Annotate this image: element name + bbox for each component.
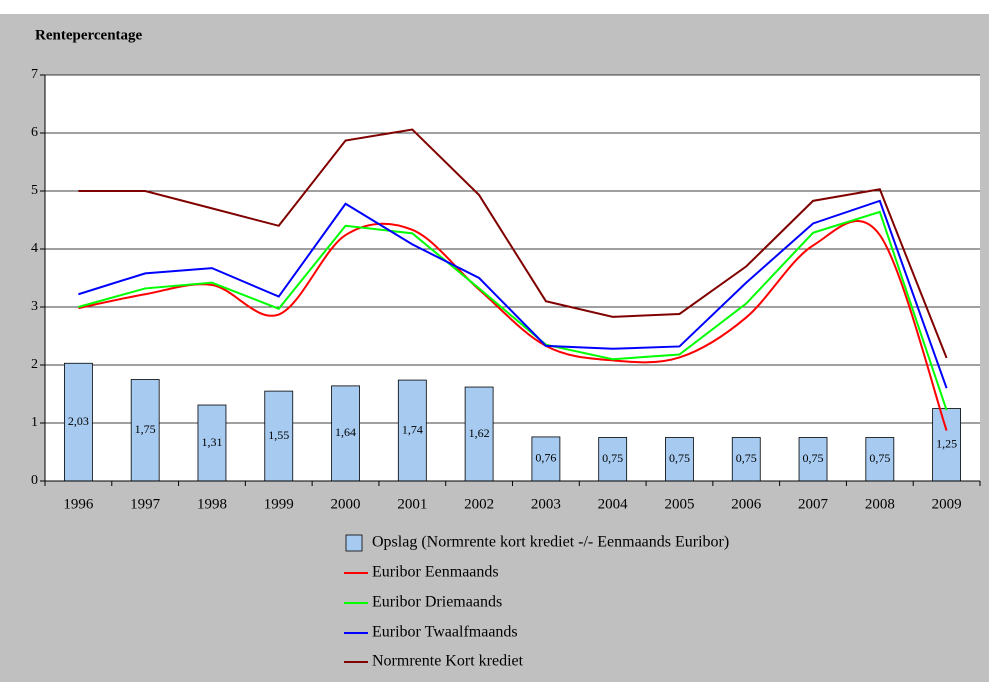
y-tick-label: 5 bbox=[31, 183, 38, 198]
bar bbox=[865, 437, 895, 482]
x-tick-label: 2004 bbox=[598, 496, 629, 512]
x-tick-label: 1996 bbox=[63, 496, 94, 512]
x-tick-label: 2000 bbox=[331, 496, 361, 512]
data-label: 1,75 bbox=[135, 422, 156, 436]
y-tick-label: 2 bbox=[31, 357, 38, 372]
x-tick-label: 2002 bbox=[464, 496, 494, 512]
line-series bbox=[78, 199, 948, 389]
y-tick-label: 7 bbox=[31, 67, 38, 82]
data-label: 0,75 bbox=[602, 451, 623, 465]
bar bbox=[197, 404, 227, 482]
x-tick-label: 2005 bbox=[664, 496, 694, 512]
x-tick-label: 2003 bbox=[531, 496, 561, 512]
data-label: 0,75 bbox=[803, 451, 824, 465]
bar bbox=[63, 362, 93, 482]
bar bbox=[798, 437, 828, 482]
bar bbox=[598, 437, 628, 482]
bar bbox=[531, 436, 561, 482]
data-label: 1,74 bbox=[402, 422, 423, 436]
line-series bbox=[78, 210, 948, 411]
line-series bbox=[78, 220, 948, 431]
legend-swatch bbox=[345, 534, 363, 552]
x-tick-label: 2008 bbox=[865, 496, 895, 512]
bar bbox=[397, 379, 427, 482]
data-label: 0,75 bbox=[869, 451, 890, 465]
bar bbox=[331, 385, 360, 482]
y-tick-label: 4 bbox=[31, 241, 38, 256]
legend-label: Euribor Driemaands bbox=[372, 594, 502, 611]
x-tick-label: 1997 bbox=[130, 496, 161, 512]
bar bbox=[130, 379, 160, 482]
legend-label: Normrente Kort krediet bbox=[372, 653, 524, 670]
bar bbox=[932, 408, 962, 482]
data-label: 1,55 bbox=[268, 428, 289, 442]
x-tick-label: 2001 bbox=[397, 496, 427, 512]
bar bbox=[665, 437, 694, 482]
data-label: 0,75 bbox=[669, 451, 690, 465]
y-tick-label: 6 bbox=[31, 125, 38, 140]
bar bbox=[731, 437, 761, 482]
legend-label: Euribor Twaalfmaands bbox=[372, 624, 518, 641]
data-label: 0,75 bbox=[736, 451, 757, 465]
legend-label: Opslag (Normrente kort krediet -/- Eenma… bbox=[372, 534, 729, 551]
x-tick-label: 2009 bbox=[932, 496, 962, 512]
data-label: 0,76 bbox=[535, 451, 556, 465]
x-tick-label: 1999 bbox=[264, 496, 294, 512]
y-tick-label: 0 bbox=[31, 473, 38, 488]
bar bbox=[464, 386, 494, 482]
legend-label: Euribor Eenmaands bbox=[372, 564, 499, 581]
y-axis-title: Rentepercentage bbox=[35, 27, 143, 43]
x-tick-label: 2006 bbox=[731, 496, 762, 512]
data-label: 1,62 bbox=[469, 426, 490, 440]
y-tick-label: 1 bbox=[31, 415, 38, 430]
y-tick-label: 3 bbox=[31, 299, 38, 314]
data-label: 1,25 bbox=[936, 437, 957, 451]
x-tick-label: 2007 bbox=[798, 496, 829, 512]
line-series bbox=[78, 128, 948, 359]
x-tick-label: 1998 bbox=[197, 496, 227, 512]
data-label: 1,31 bbox=[201, 435, 222, 449]
data-label: 2,03 bbox=[68, 414, 89, 428]
plot-area bbox=[45, 75, 980, 481]
data-label: 1,64 bbox=[335, 425, 356, 439]
